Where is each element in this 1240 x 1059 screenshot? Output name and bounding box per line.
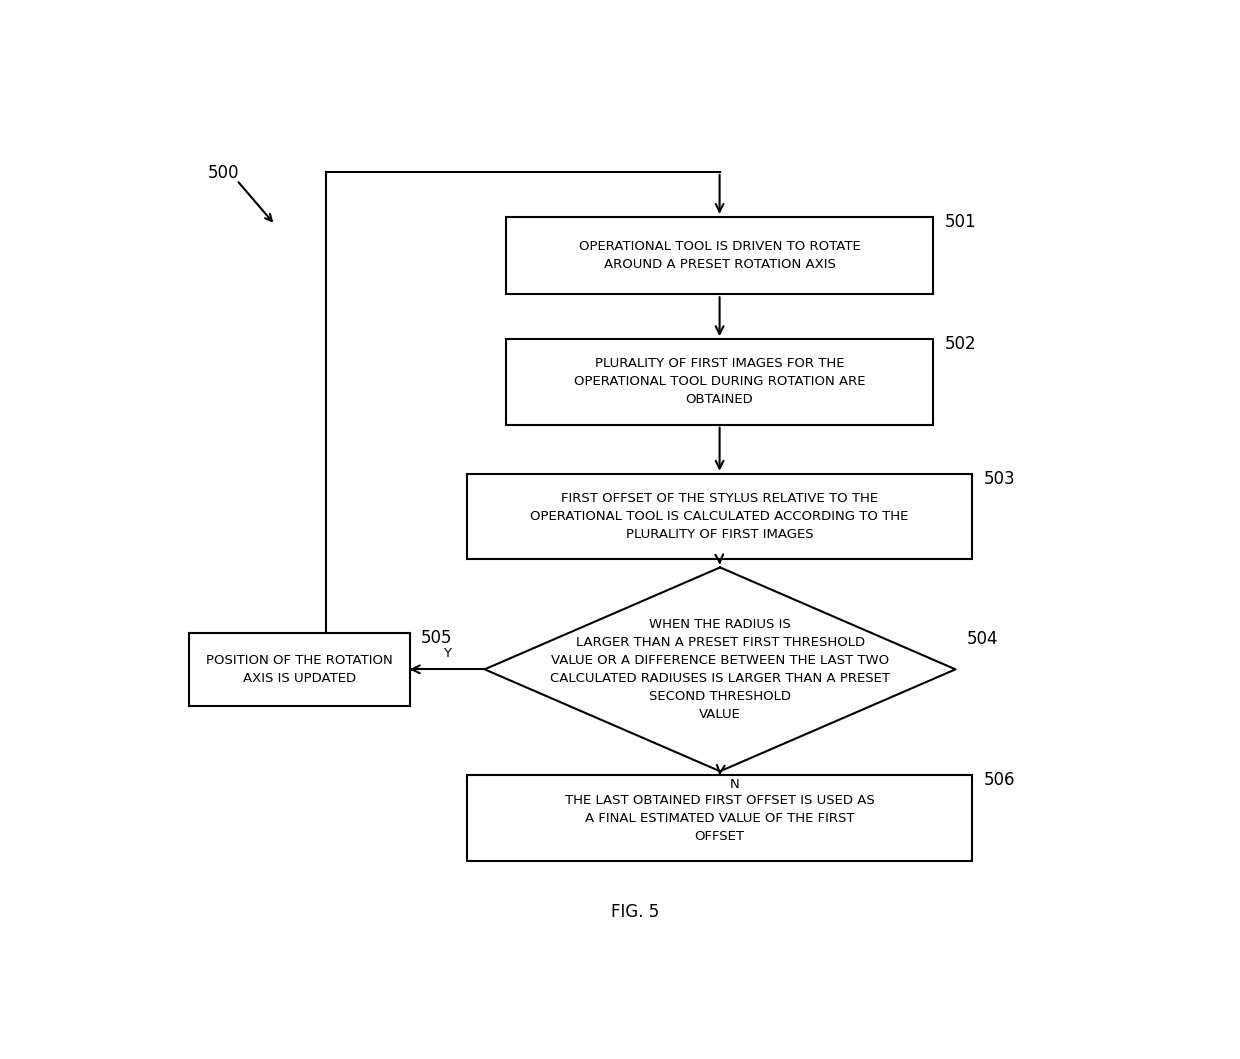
- Text: FIRST OFFSET OF THE STYLUS RELATIVE TO THE
OPERATIONAL TOOL IS CALCULATED ACCORD: FIRST OFFSET OF THE STYLUS RELATIVE TO T…: [531, 492, 909, 541]
- Text: 501: 501: [945, 213, 977, 231]
- Text: 506: 506: [983, 771, 1014, 789]
- FancyBboxPatch shape: [467, 775, 972, 861]
- FancyBboxPatch shape: [506, 339, 934, 425]
- FancyBboxPatch shape: [467, 473, 972, 559]
- Text: OPERATIONAL TOOL IS DRIVEN TO ROTATE
AROUND A PRESET ROTATION AXIS: OPERATIONAL TOOL IS DRIVEN TO ROTATE ARO…: [579, 240, 861, 271]
- Text: THE LAST OBTAINED FIRST OFFSET IS USED AS
A FINAL ESTIMATED VALUE OF THE FIRST
O: THE LAST OBTAINED FIRST OFFSET IS USED A…: [564, 793, 874, 843]
- Text: POSITION OF THE ROTATION
AXIS IS UPDATED: POSITION OF THE ROTATION AXIS IS UPDATED: [206, 653, 393, 685]
- Text: 505: 505: [422, 629, 453, 647]
- Text: WHEN THE RADIUS IS
LARGER THAN A PRESET FIRST THRESHOLD
VALUE OR A DIFFERENCE BE: WHEN THE RADIUS IS LARGER THAN A PRESET …: [551, 617, 890, 721]
- Text: 503: 503: [983, 469, 1016, 487]
- Text: Y: Y: [443, 647, 451, 660]
- Text: 500: 500: [208, 164, 239, 182]
- Text: 504: 504: [967, 630, 998, 648]
- Text: PLURALITY OF FIRST IMAGES FOR THE
OPERATIONAL TOOL DURING ROTATION ARE
OBTAINED: PLURALITY OF FIRST IMAGES FOR THE OPERAT…: [574, 357, 866, 407]
- FancyBboxPatch shape: [506, 217, 934, 294]
- FancyBboxPatch shape: [188, 632, 409, 706]
- Text: N: N: [729, 777, 739, 791]
- Text: 502: 502: [945, 335, 977, 353]
- Text: FIG. 5: FIG. 5: [611, 902, 660, 920]
